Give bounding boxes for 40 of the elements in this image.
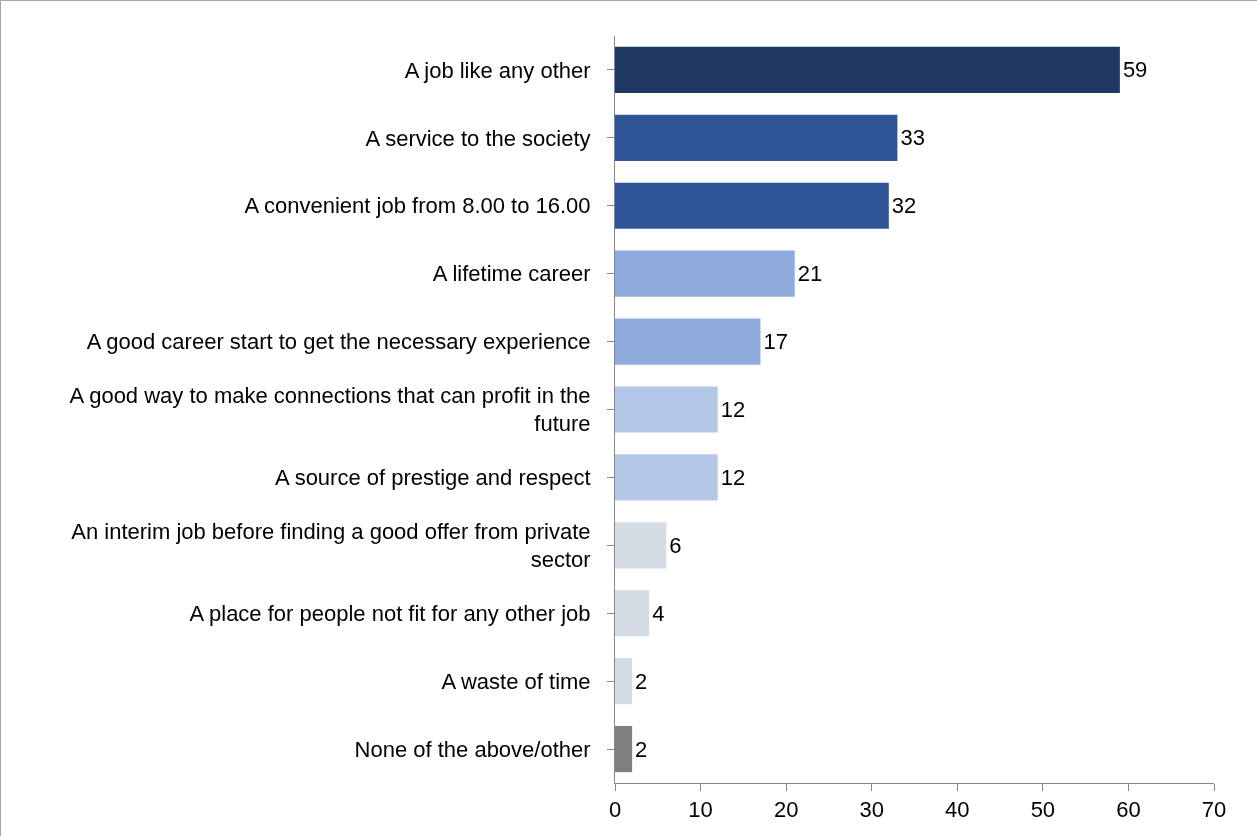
y-tick-label: A job like any other (404, 57, 591, 83)
bar (615, 386, 718, 433)
x-tick-label: 70 (1201, 797, 1227, 823)
y-tick-label: A service to the society (365, 125, 591, 151)
bar (615, 522, 667, 569)
y-tick-label: An interim job before finding a good offer from private sector (71, 518, 591, 573)
data-label: 59 (1122, 57, 1148, 83)
x-tick-label: 40 (945, 797, 970, 823)
bar (615, 454, 718, 501)
y-tick-label: A place for people not fit for any other job (189, 600, 591, 626)
data-label: 2 (635, 668, 648, 694)
y-tick-label: A source of prestige and respect (275, 465, 591, 491)
x-tick-label: 30 (859, 797, 884, 823)
data-label: 2 (635, 736, 648, 762)
y-tick-label: A lifetime career (432, 261, 591, 287)
data-label: 32 (891, 193, 917, 219)
bar (615, 114, 898, 161)
y-tick-label: A convenient job from 8.00 to 16.00 (244, 193, 591, 219)
x-tick-label: 0 (608, 797, 622, 823)
y-tick-label: A waste of time (441, 668, 591, 694)
y-tick-label: None of the above/other (354, 736, 591, 762)
data-label: 12 (720, 464, 746, 490)
x-tick-label: 60 (1116, 797, 1141, 823)
bar (615, 46, 1120, 94)
x-tick-label: 10 (688, 797, 713, 823)
data-label: 6 (669, 532, 682, 558)
y-tick-label: A good way to make connections that can profit in the future (69, 382, 591, 437)
bar (615, 250, 795, 297)
bar (615, 182, 889, 229)
bar (615, 658, 633, 705)
data-label: 4 (652, 600, 665, 626)
bar (615, 590, 650, 637)
data-label: 21 (797, 261, 823, 287)
y-tick-label: A good career start to get the necessary experience (86, 329, 591, 355)
data-label: 33 (900, 125, 925, 151)
data-label: 12 (720, 397, 746, 422)
bar (615, 318, 761, 365)
x-tick-label: 50 (1030, 797, 1056, 823)
x-tick-label: 20 (773, 797, 799, 823)
data-label: 17 (763, 329, 788, 355)
